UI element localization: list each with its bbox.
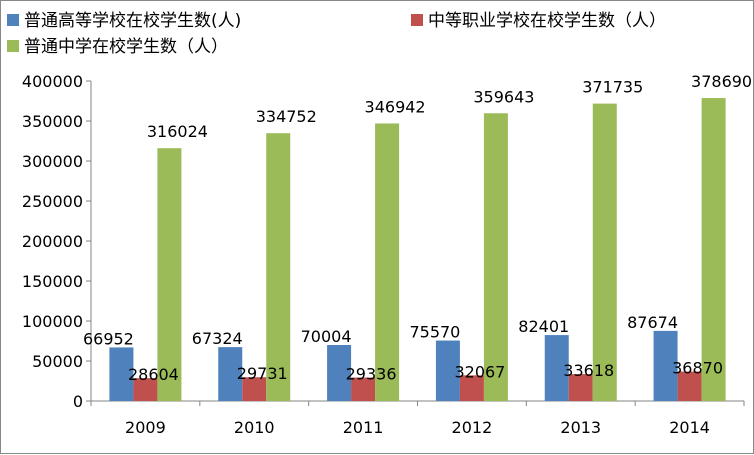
data-label: 29731	[237, 364, 288, 383]
legend-item-3: 普通中学在校学生数（人）	[7, 37, 228, 57]
data-label: 378690	[691, 72, 752, 91]
data-label: 75570	[409, 323, 460, 342]
y-tick-label: 50000	[32, 352, 83, 371]
data-label: 66952	[83, 329, 134, 348]
x-tick-label: 2009	[125, 418, 166, 437]
bar-series2-2011	[351, 377, 376, 401]
legend-label: 普通中学在校学生数（人）	[24, 37, 228, 57]
axes: 0 50000 100000 150000 200000 250000 300000 3500…	[22, 72, 745, 437]
legend-label: 普通高等学校在校学生数(人)	[24, 11, 241, 31]
bar-series3-2013	[592, 103, 617, 401]
bar-series2-2012	[459, 375, 484, 401]
x-tick-label: 2010	[234, 418, 275, 437]
y-tick-label: 0	[73, 392, 83, 411]
x-tick-label: 2011	[343, 418, 384, 437]
data-label: 29336	[346, 365, 397, 384]
data-label: 334752	[256, 107, 317, 126]
y-tick-label: 200000	[22, 232, 83, 251]
x-tick-label: 2012	[452, 418, 493, 437]
data-label: 82401	[518, 317, 569, 336]
data-label: 32067	[454, 362, 505, 381]
legend: 普通高等学校在校学生数(人) 中等职业学校在校学生数（人） 普通中学在校学生数（人）	[7, 11, 666, 57]
bar-series3-2010	[266, 133, 291, 401]
bar-series2-2014	[677, 371, 702, 401]
data-label: 359643	[473, 87, 534, 106]
y-tick-label: 100000	[22, 312, 83, 331]
bar-series3-2011	[375, 123, 400, 401]
legend-swatch	[7, 14, 19, 26]
data-label: 316024	[147, 122, 208, 141]
data-label: 371735	[582, 78, 643, 97]
legend-swatch	[411, 14, 423, 26]
y-tick-label: 250000	[22, 192, 83, 211]
data-label: 87674	[627, 313, 678, 332]
bar-series2-2013	[568, 374, 593, 401]
bars	[109, 98, 726, 402]
bar-series1-2010	[218, 347, 243, 401]
bar-series3-2014	[701, 98, 726, 401]
bar-series3-2012	[483, 113, 508, 402]
bar-series1-2011	[327, 344, 352, 401]
x-tick-label: 2014	[669, 418, 710, 437]
data-label: 70004	[301, 327, 352, 346]
y-tick-label: 400000	[22, 72, 83, 91]
y-tick-label: 300000	[22, 152, 83, 171]
legend-swatch	[7, 40, 19, 52]
bar-series1-2014	[653, 330, 678, 401]
y-tick-label: 150000	[22, 272, 83, 291]
legend-item-2: 中等职业学校在校学生数（人）	[411, 11, 666, 31]
data-label: 67324	[192, 329, 243, 348]
data-label: 33618	[563, 361, 614, 380]
legend-label: 中等职业学校在校学生数（人）	[428, 11, 666, 31]
bar-series2-2010	[242, 377, 267, 401]
x-tick-label: 2013	[560, 418, 601, 437]
data-label: 28604	[128, 365, 179, 384]
bar-series1-2012	[435, 340, 460, 401]
data-label: 36870	[672, 359, 723, 378]
y-tick-label: 350000	[22, 112, 83, 131]
bar-series1-2013	[544, 335, 569, 401]
data-label: 346942	[365, 97, 426, 116]
bar-series2-2009	[133, 378, 158, 401]
legend-item-1: 普通高等学校在校学生数(人)	[7, 11, 241, 31]
bar-series3-2009	[157, 148, 182, 401]
bar-series1-2009	[109, 347, 134, 401]
data-labels: 66952 28604 316024 67324 29731 334752 70004 293…	[83, 72, 752, 384]
